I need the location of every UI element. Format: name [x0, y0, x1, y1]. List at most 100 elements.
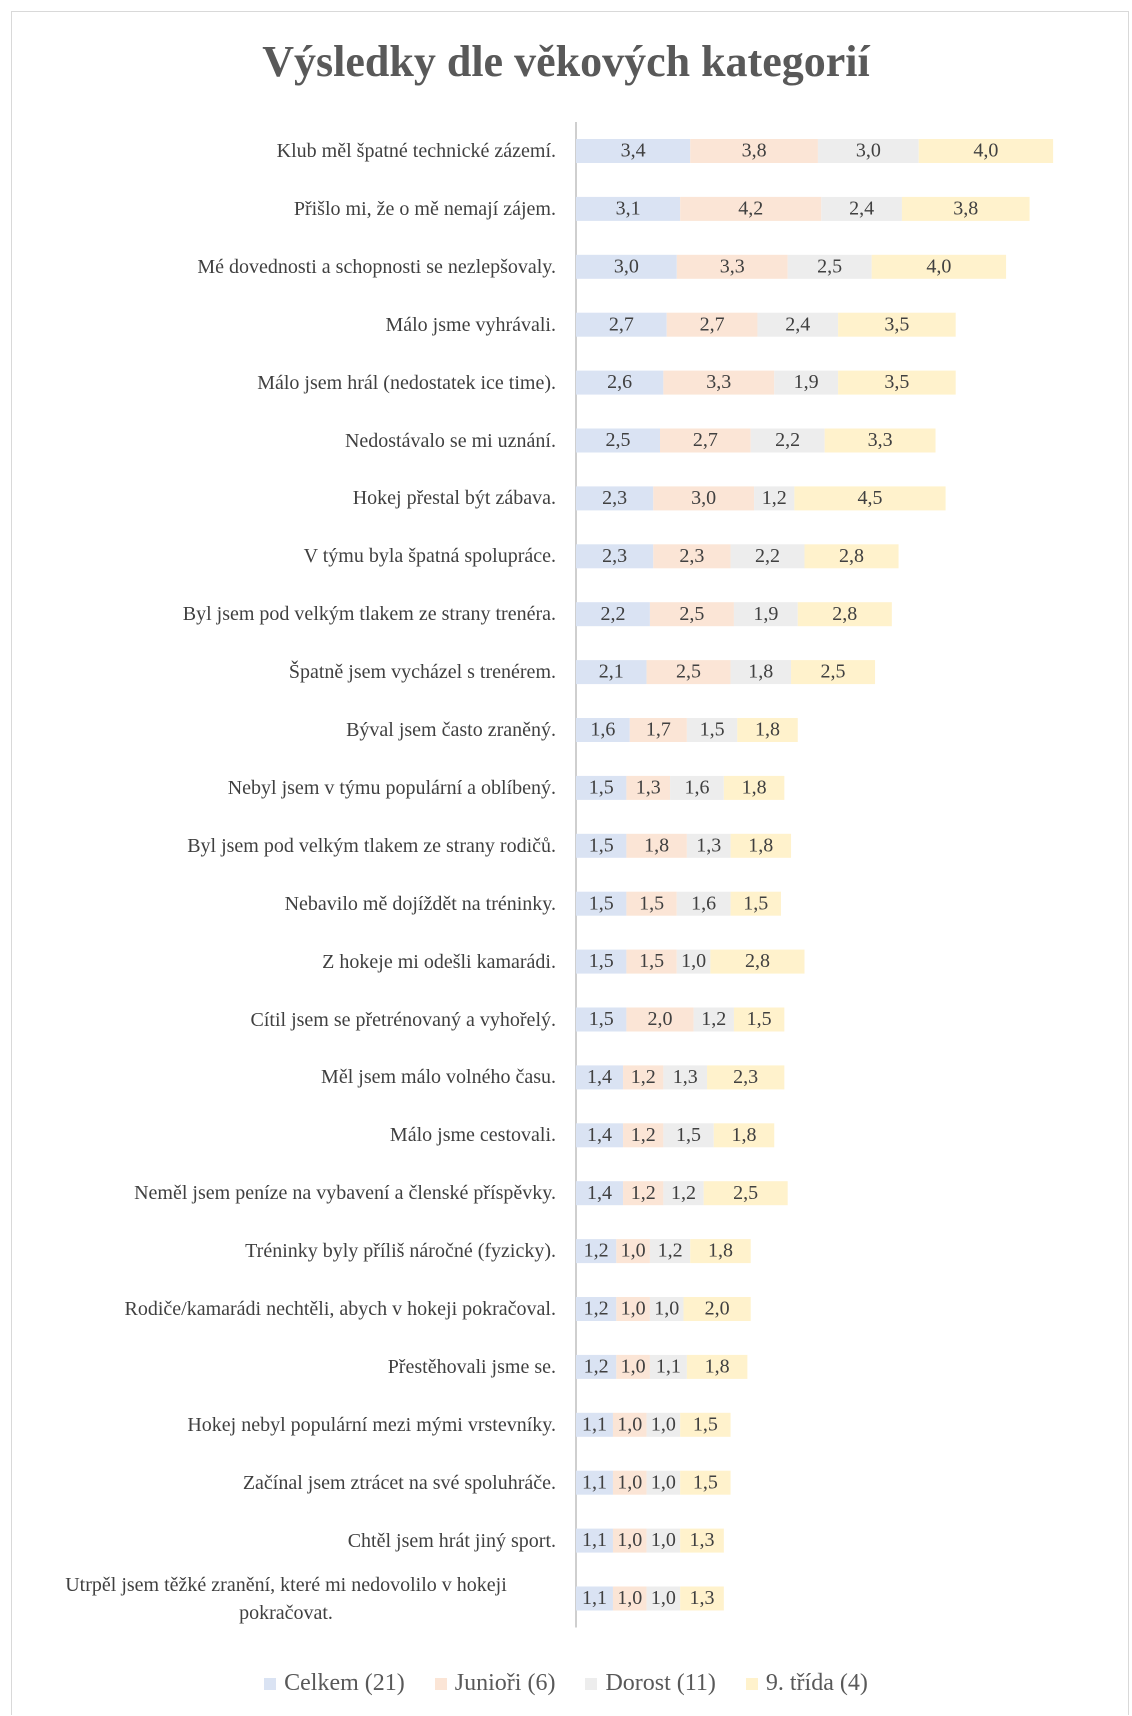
category-label: Přišlo mi, že o mě nemají zájem.	[293, 197, 556, 220]
bar-segment	[707, 1065, 785, 1090]
bar-segment	[653, 544, 731, 569]
bar-segment	[646, 1528, 681, 1553]
bar-segment	[663, 1065, 708, 1090]
bar-segment	[757, 312, 839, 337]
bar-segment	[824, 428, 936, 453]
legend: Celkem (21) Junioři (6) Dorost (11) 9. tříd…	[0, 1670, 1132, 1697]
bar-segment	[710, 949, 805, 974]
data-label: 1,5	[676, 1124, 701, 1146]
data-label: 1,3	[690, 1529, 715, 1551]
category-label: Přestěhovali jsme se.	[387, 1355, 556, 1378]
category-label-row: Málo jsem hrál (nedostatek ice time).	[0, 369, 556, 397]
bar-segment	[680, 1470, 731, 1495]
bar-segment	[576, 949, 627, 974]
data-label: 2,5	[733, 1182, 758, 1204]
category-label: Začínal jsem ztrácet na své spoluhráče.	[242, 1471, 556, 1494]
legend-label: Junioři (6)	[454, 1670, 556, 1696]
category-label: Chtěl jsem hrát jiný sport.	[347, 1529, 556, 1552]
data-label: 3,5	[884, 313, 909, 335]
data-label: 1,2	[631, 1182, 656, 1204]
bar-segment	[817, 139, 919, 163]
data-label: 3,0	[614, 255, 639, 277]
bar-segment	[663, 370, 775, 395]
bar-segment	[576, 312, 667, 337]
bar-segment	[918, 139, 1054, 163]
bar-segment	[629, 718, 687, 742]
legend-swatch	[434, 1677, 447, 1690]
bar-segment	[838, 312, 956, 337]
data-label: 1,6	[590, 719, 615, 741]
data-label: 4,5	[858, 487, 883, 509]
data-label: 1,3	[690, 1587, 715, 1609]
bar-segment	[612, 1412, 647, 1437]
bar-segment	[649, 1354, 687, 1379]
legend-item: Junioři (6)	[434, 1670, 556, 1697]
bar-segment	[616, 1354, 650, 1379]
data-label: 1,6	[684, 776, 709, 798]
category-label: Neměl jsem peníze na vybavení a členské …	[134, 1182, 556, 1205]
data-label: 1,1	[582, 1587, 607, 1609]
category-label-row: Špatně jsem vycházel s trenérem.	[0, 658, 556, 686]
category-label: Z hokeje mi odešli kamarádi.	[322, 950, 556, 973]
data-label: 2,5	[679, 603, 704, 625]
bar-segment	[774, 370, 839, 395]
data-label: 2,0	[705, 1298, 730, 1320]
bar-segment	[576, 1181, 624, 1206]
bar-segment	[737, 718, 798, 742]
bar-segment	[653, 486, 755, 511]
category-label: Nedostávalo se mi uznání.	[344, 429, 556, 452]
category-label: Nebavilo mě dojíždět na tréninky.	[284, 892, 556, 915]
bar-segment	[723, 775, 785, 800]
bar-segment	[576, 486, 654, 511]
data-label: 2,3	[679, 545, 704, 567]
category-label-row: Nebyl jsem v týmu populární a oblíbený.	[0, 774, 556, 802]
data-label: 2,7	[609, 313, 634, 335]
data-label: 3,3	[868, 429, 893, 451]
data-label: 2,3	[602, 487, 627, 509]
data-label: 1,5	[589, 776, 614, 798]
category-label-row: Přestěhovali jsme se.	[0, 1353, 556, 1381]
data-label: 2,2	[600, 603, 625, 625]
bar-segment	[626, 775, 671, 800]
category-label-row: Tréninky byly příliš náročné (fyzicky).	[0, 1237, 556, 1265]
category-label: Málo jsme vyhrávali.	[385, 313, 556, 336]
data-label: 3,3	[706, 371, 731, 393]
data-label: 2,4	[785, 313, 810, 335]
data-label: 1,6	[691, 892, 716, 914]
category-label-row: Hokej přestal být zábava.	[0, 484, 556, 512]
data-label: 1,0	[617, 1587, 642, 1609]
data-label: 1,0	[617, 1413, 642, 1435]
data-label: 2,7	[693, 429, 718, 451]
data-label: 1,5	[747, 1008, 772, 1030]
data-label: 1,9	[794, 371, 819, 393]
bar-segment	[646, 1470, 681, 1495]
data-label: 1,5	[693, 1471, 718, 1493]
bar-segment	[576, 891, 627, 916]
data-label: 2,3	[602, 545, 627, 567]
chart-title: Výsledky dle věkových kategorií	[262, 37, 870, 86]
data-label: 1,8	[748, 661, 773, 683]
category-label-row: Málo jsme vyhrávali.	[0, 311, 556, 339]
data-label: 2,6	[607, 371, 632, 393]
bar-segment	[649, 1297, 684, 1321]
data-label: 1,0	[681, 950, 706, 972]
data-label: 3,1	[616, 197, 641, 219]
data-label: 1,5	[589, 950, 614, 972]
bar-segment	[683, 1297, 751, 1321]
data-label: 1,8	[708, 1240, 733, 1262]
data-label: 1,0	[651, 1413, 676, 1435]
data-label: 1,5	[693, 1413, 718, 1435]
bar-segment	[713, 1123, 775, 1148]
data-label: 1,7	[646, 719, 671, 741]
category-label-row: Mé dovednosti a schopnosti se nezlepšova…	[0, 253, 556, 281]
data-label: 1,1	[582, 1529, 607, 1551]
data-label: 1,8	[705, 1355, 730, 1377]
bar-segment	[676, 891, 731, 916]
data-label: 1,1	[656, 1355, 681, 1377]
bar-segment	[703, 1181, 788, 1206]
data-label: 2,2	[775, 429, 800, 451]
bar-segment	[612, 1586, 647, 1611]
bar-segment	[666, 312, 758, 337]
bar-segment	[821, 196, 902, 221]
bar-segment	[730, 544, 805, 569]
